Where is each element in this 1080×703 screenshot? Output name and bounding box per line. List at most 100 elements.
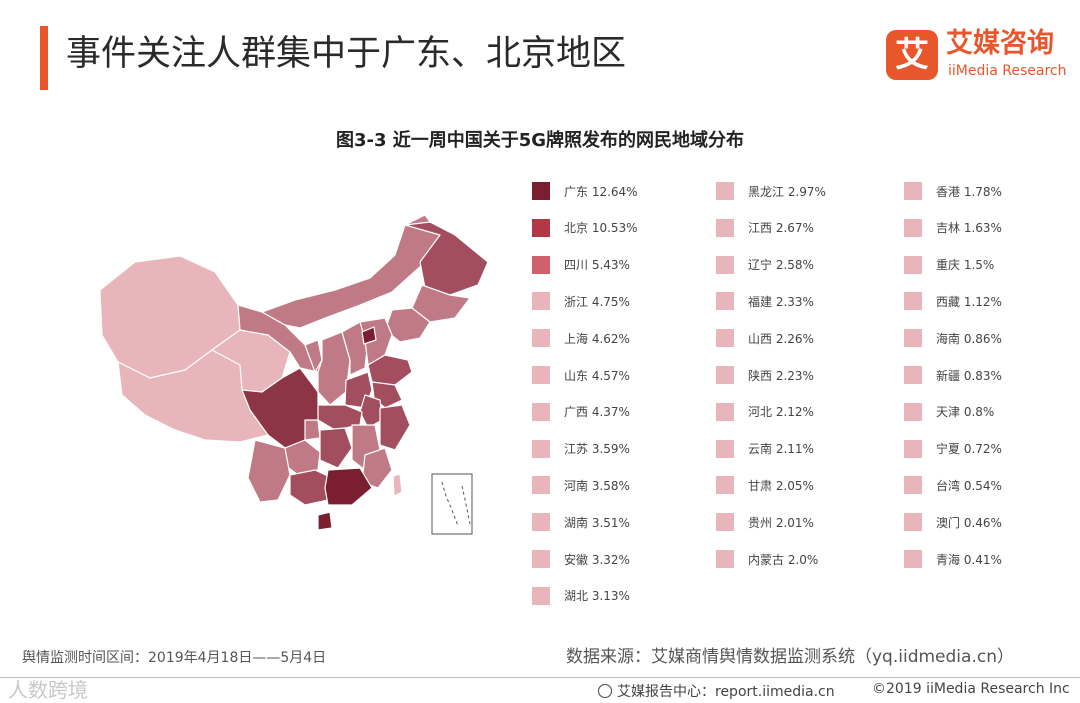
footer-divider (0, 677, 1080, 678)
legend-swatch (904, 255, 922, 274)
legend-item: 江西 2.67% (716, 217, 814, 239)
legend-label: 上海 4.62% (564, 331, 630, 346)
legend-label: 辽宁 2.58% (748, 258, 814, 273)
region-yunnan (247, 439, 291, 503)
logo-english-name: iiMedia Research (948, 63, 1067, 79)
legend-item: 广西 4.37% (532, 401, 630, 423)
legend-item: 辽宁 2.58% (716, 254, 814, 276)
legend-swatch (904, 329, 922, 348)
legend-item: 甘肃 2.05% (716, 474, 814, 496)
legend-item: 江苏 3.59% (532, 438, 630, 460)
legend-label: 广东 12.64% (564, 184, 638, 199)
legend-item: 黑龙江 2.97% (716, 180, 826, 202)
region-hunan (319, 427, 353, 469)
monitoring-period: 舆情监测时间区间：2019年4月18日——5月4日 (22, 650, 327, 666)
legend-swatch (904, 402, 922, 421)
legend-label: 宁夏 0.72% (936, 442, 1002, 457)
legend-item: 上海 4.62% (532, 327, 630, 349)
legend-swatch (532, 513, 550, 532)
legend-swatch (716, 550, 734, 568)
legend-swatch (716, 513, 734, 532)
legend-label: 黑龙江 2.97% (748, 184, 826, 199)
legend-swatch (532, 366, 550, 384)
legend-item: 河北 2.12% (716, 401, 814, 423)
legend-swatch (716, 402, 734, 421)
legend-label: 重庆 1.5% (936, 258, 995, 273)
legend-label: 青海 0.41% (936, 552, 1002, 567)
legend-item: 重庆 1.5% (904, 254, 994, 276)
legend-swatch (532, 218, 550, 237)
region-anhui (359, 394, 383, 429)
legend-swatch (904, 366, 922, 384)
legend-item: 台湾 0.54% (904, 474, 1002, 496)
legend-item: 四川 5.43% (532, 254, 630, 276)
legend-item: 吉林 1.63% (904, 217, 1002, 239)
legend-swatch (716, 329, 734, 348)
legend-item: 香港 1.78% (904, 180, 1002, 202)
region-guangdong (324, 467, 373, 506)
legend-item: 澳门 0.46% (904, 511, 1002, 533)
legend-label: 四川 5.43% (564, 258, 630, 273)
watermark-text: 人数跨境 (8, 678, 88, 702)
report-center-text: 艾媒报告中心：report.iimedia.cn (617, 684, 835, 700)
legend-item: 山东 4.57% (532, 364, 630, 386)
legend-swatch (532, 182, 550, 200)
legend-item: 湖北 3.13% (532, 585, 630, 607)
legend-swatch (532, 402, 550, 421)
legend-swatch (716, 182, 734, 200)
iimedia-logo: 艾 艾媒咨询 iiMedia Research (886, 24, 1067, 84)
legend-item: 安徽 3.32% (532, 548, 630, 570)
legend-item: 海南 0.86% (904, 327, 1002, 349)
legend-label: 北京 10.53% (564, 221, 638, 236)
logo-mark-icon: 艾 (886, 30, 938, 80)
region-hainan (317, 511, 333, 531)
report-center: 艾媒报告中心：report.iimedia.cn (598, 681, 835, 701)
legend-swatch (904, 550, 922, 568)
legend-swatch (716, 366, 734, 384)
legend-label: 山西 2.26% (748, 331, 814, 346)
legend-label: 台湾 0.54% (936, 478, 1002, 493)
legend-label: 吉林 1.63% (936, 221, 1002, 236)
region-heilongjiang (404, 221, 489, 296)
legend-item: 广东 12.64% (532, 180, 638, 202)
legend-label: 山东 4.57% (564, 368, 630, 383)
legend-label: 广西 4.37% (564, 405, 630, 420)
legend-label: 天津 0.8% (936, 405, 995, 420)
legend-swatch (904, 182, 922, 200)
legend-swatch (532, 550, 550, 568)
region-beijing (361, 326, 377, 345)
legend-swatch (716, 218, 734, 237)
legend-label: 新疆 0.83% (936, 368, 1002, 383)
legend-item: 青海 0.41% (904, 548, 1002, 570)
legend-label: 福建 2.33% (748, 294, 814, 309)
copyright: ©2019 iiMedia Research Inc (872, 681, 1070, 697)
page-title: 事件关注人群集中于广东、北京地区 (66, 34, 627, 74)
legend-swatch (716, 476, 734, 495)
legend-label: 江西 2.67% (748, 221, 814, 236)
legend-item: 贵州 2.01% (716, 511, 814, 533)
legend-swatch (532, 255, 550, 274)
south-china-sea-inset (431, 473, 473, 535)
legend-swatch (532, 329, 550, 348)
legend-item: 天津 0.8% (904, 401, 994, 423)
legend-swatch (904, 513, 922, 532)
legend-label: 安徽 3.32% (564, 552, 630, 567)
legend-swatch (716, 255, 734, 274)
legend-swatch (904, 292, 922, 311)
legend-label: 湖南 3.51% (564, 515, 630, 530)
legend-item: 西藏 1.12% (904, 290, 1002, 312)
legend-label: 浙江 4.75% (564, 294, 630, 309)
legend-label: 江苏 3.59% (564, 442, 630, 457)
legend-item: 内蒙古 2.0% (716, 548, 818, 570)
legend-item: 云南 2.11% (716, 438, 814, 460)
globe-icon (598, 684, 612, 698)
legend-swatch (904, 218, 922, 237)
legend-item: 山西 2.26% (716, 327, 814, 349)
legend-label: 河南 3.58% (564, 478, 630, 493)
legend-label: 西藏 1.12% (936, 294, 1002, 309)
legend-swatch (904, 439, 922, 458)
legend-swatch (904, 476, 922, 495)
legend-label: 河北 2.12% (748, 405, 814, 420)
legend-label: 甘肃 2.05% (748, 478, 814, 493)
